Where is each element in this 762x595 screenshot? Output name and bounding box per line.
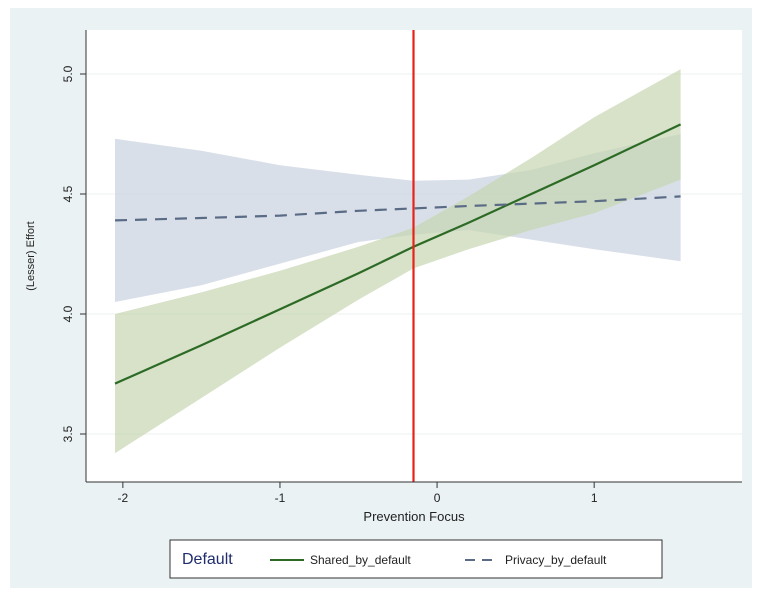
y-axis-label: (Lesser) Effort: [25, 221, 37, 291]
x-tick-label: -2: [118, 491, 129, 505]
x-tick-label: 1: [591, 491, 598, 505]
legend-label-shared: Shared_by_default: [310, 553, 411, 567]
x-tick-label: 0: [434, 491, 441, 505]
confidence-band-shared-by-default: [115, 69, 681, 454]
confidence-bands: [115, 69, 681, 454]
legend-label-privacy: Privacy_by_default: [505, 553, 607, 567]
y-tick-label: 3.5: [61, 425, 75, 442]
y-axis-ticks: 3.5 4.0 4.5 5.0: [61, 65, 86, 442]
x-tick-label: -1: [275, 491, 286, 505]
x-axis-label: Prevention Focus: [363, 509, 465, 524]
y-tick-label: 4.0: [61, 305, 75, 322]
x-axis-ticks: -2 -1 0 1: [118, 482, 598, 505]
legend-box: [169, 539, 663, 579]
y-tick-label: 5.0: [61, 65, 75, 82]
legend: Default Shared_by_default Privacy_by_def…: [169, 539, 663, 579]
legend-title: Default: [182, 551, 233, 568]
y-tick-label: 4.5: [61, 185, 75, 202]
